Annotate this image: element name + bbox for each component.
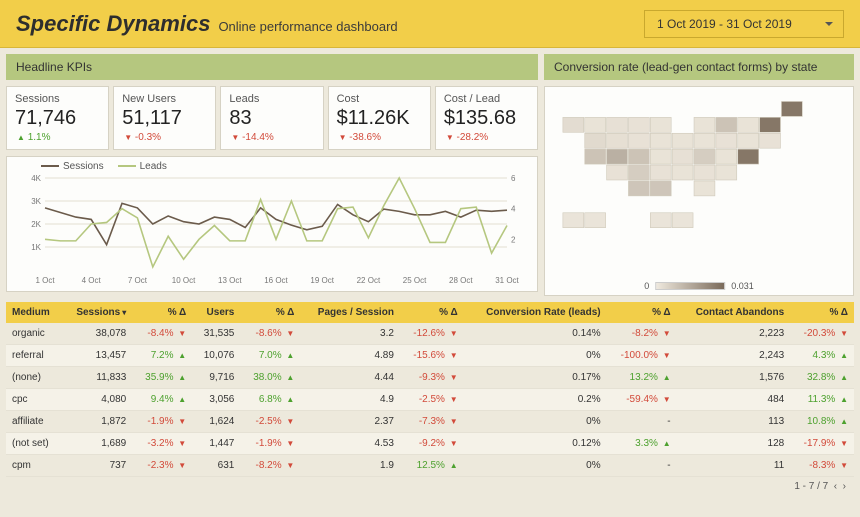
pager-label: 1 - 7 / 7 — [794, 481, 828, 492]
kpi-label: Cost / Lead — [444, 93, 529, 105]
kpi-card-2: Leads 83 ▼ -14.4% — [220, 86, 323, 150]
sort-indicator-icon: ▾ — [122, 308, 126, 317]
svg-text:25 Oct: 25 Oct — [403, 276, 427, 285]
kpi-label: Sessions — [15, 93, 100, 105]
col-3[interactable]: Users — [192, 302, 240, 323]
timeseries-chart: Sessions Leads 1K 2K 3K 4K 2 4 6 1 Oct 4 Oct 7 Oc… — [6, 156, 538, 292]
svg-text:4K: 4K — [31, 174, 41, 183]
col-6[interactable]: % Δ — [400, 302, 464, 323]
kpi-value: 71,746 — [15, 107, 100, 130]
pager-prev-icon[interactable]: ‹ — [831, 481, 837, 492]
svg-text:10 Oct: 10 Oct — [172, 276, 196, 285]
kpi-card-0: Sessions 71,746 ▲ 1.1% — [6, 86, 109, 150]
col-10[interactable]: % Δ — [790, 302, 854, 323]
svg-text:2K: 2K — [31, 220, 41, 229]
table-row: organic38,078-8.4% ▼31,535-8.6% ▼3.2-12.… — [6, 323, 854, 345]
kpi-delta: ▼ -38.6% — [337, 132, 422, 143]
svg-text:1 Oct: 1 Oct — [35, 276, 55, 285]
col-1[interactable]: Sessions▾ — [62, 302, 132, 323]
kpi-delta: ▼ -28.2% — [444, 132, 529, 143]
data-table-wrap: MediumSessions▾% ΔUsers% ΔPages / Sessio… — [0, 302, 860, 496]
col-4[interactable]: % Δ — [240, 302, 300, 323]
table-body: organic38,078-8.4% ▼31,535-8.6% ▼3.2-12.… — [6, 323, 854, 477]
conversion-map: 0 0.031 — [544, 86, 854, 296]
brand: Specific Dynamics Online performance das… — [16, 11, 398, 37]
table-row: cpm737-2.3% ▼631-8.2% ▼1.912.5% ▲0%-11-8… — [6, 455, 854, 477]
usa-map — [545, 87, 853, 267]
kpi-row: Sessions 71,746 ▲ 1.1% New Users 51,117 ▼ -0.… — [6, 86, 538, 150]
map-gradient — [655, 282, 725, 290]
map-legend: 0 0.031 — [644, 281, 754, 291]
svg-text:16 Oct: 16 Oct — [264, 276, 288, 285]
chart-legend: Sessions Leads — [13, 161, 531, 174]
svg-text:3K: 3K — [31, 197, 41, 206]
table-header-row: MediumSessions▾% ΔUsers% ΔPages / Sessio… — [6, 302, 854, 323]
svg-text:19 Oct: 19 Oct — [310, 276, 334, 285]
kpi-value: 83 — [229, 107, 314, 130]
date-range-label: 1 Oct 2019 - 31 Oct 2019 — [657, 17, 792, 31]
kpi-delta: ▼ -14.4% — [229, 132, 314, 143]
map-scale-min: 0 — [644, 281, 649, 291]
svg-text:28 Oct: 28 Oct — [449, 276, 473, 285]
svg-text:6: 6 — [511, 174, 516, 183]
table-row: referral13,4577.2% ▲10,0767.0% ▲4.89-15.… — [6, 345, 854, 367]
kpi-card-1: New Users 51,117 ▼ -0.3% — [113, 86, 216, 150]
legend-sessions: Sessions — [41, 161, 104, 172]
kpi-value: $135.68 — [444, 107, 529, 130]
kpi-label: Leads — [229, 93, 314, 105]
kpi-card-4: Cost / Lead $135.68 ▼ -28.2% — [435, 86, 538, 150]
medium-table: MediumSessions▾% ΔUsers% ΔPages / Sessio… — [6, 302, 854, 477]
kpi-label: Cost — [337, 93, 422, 105]
col-8[interactable]: % Δ — [607, 302, 677, 323]
svg-text:2: 2 — [511, 235, 516, 244]
col-7[interactable]: Conversion Rate (leads) — [464, 302, 607, 323]
map-scale-max: 0.031 — [731, 281, 754, 291]
col-2[interactable]: % Δ — [132, 302, 192, 323]
svg-text:4 Oct: 4 Oct — [82, 276, 102, 285]
table-row: affiliate1,872-1.9% ▼1,624-2.5% ▼2.37-7.… — [6, 411, 854, 433]
kpi-value: $11.26K — [337, 107, 422, 130]
svg-text:22 Oct: 22 Oct — [357, 276, 381, 285]
header: Specific Dynamics Online performance das… — [0, 0, 860, 48]
kpi-delta: ▲ 1.1% — [15, 132, 100, 143]
svg-text:31 Oct: 31 Oct — [495, 276, 519, 285]
kpi-value: 51,117 — [122, 107, 207, 130]
table-pager[interactable]: 1 - 7 / 7 ‹ › — [6, 477, 854, 492]
kpi-section-title: Headline KPIs — [6, 54, 538, 80]
table-row: (none)11,83335.9% ▲9,71638.0% ▲4.44-9.3%… — [6, 367, 854, 389]
col-5[interactable]: Pages / Session — [300, 302, 400, 323]
brand-subtitle: Online performance dashboard — [218, 19, 397, 34]
kpi-delta: ▼ -0.3% — [122, 132, 207, 143]
map-section-title: Conversion rate (lead-gen contact forms)… — [544, 54, 854, 80]
pager-next-icon[interactable]: › — [840, 481, 846, 492]
col-0[interactable]: Medium — [6, 302, 62, 323]
svg-text:7 Oct: 7 Oct — [128, 276, 148, 285]
kpi-label: New Users — [122, 93, 207, 105]
timeseries-svg: 1K 2K 3K 4K 2 4 6 1 Oct 4 Oct 7 Oct 10 Oct 13 Oct 16… — [13, 174, 531, 286]
svg-text:1K: 1K — [31, 243, 41, 252]
kpi-card-3: Cost $11.26K ▼ -38.6% — [328, 86, 431, 150]
legend-leads: Leads — [118, 161, 167, 172]
col-9[interactable]: Contact Abandons — [677, 302, 791, 323]
table-row: cpc4,0809.4% ▲3,0566.8% ▲4.9-2.5% ▼0.2%-… — [6, 389, 854, 411]
date-range-picker[interactable]: 1 Oct 2019 - 31 Oct 2019 — [644, 10, 844, 38]
svg-text:4: 4 — [511, 205, 516, 214]
brand-title: Specific Dynamics — [16, 11, 210, 37]
table-row: (not set)1,689-3.2% ▼1,447-1.9% ▼4.53-9.… — [6, 433, 854, 455]
svg-text:13 Oct: 13 Oct — [218, 276, 242, 285]
